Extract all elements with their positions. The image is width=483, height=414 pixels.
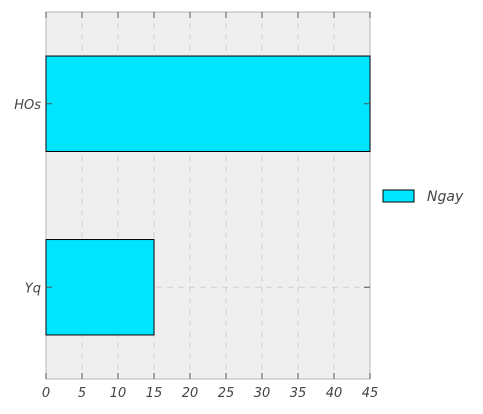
x-tick-label: 25 xyxy=(218,386,235,401)
bar xyxy=(45,239,155,336)
category-label: HOs xyxy=(14,98,41,113)
x-tick-label: 20 xyxy=(182,386,199,401)
legend-label-ngay: Ngay xyxy=(427,189,464,205)
x-tick-label: 35 xyxy=(290,386,307,401)
legend-swatch xyxy=(382,189,415,203)
legend: Ngay xyxy=(382,189,464,205)
x-tick-label: 0 xyxy=(42,386,50,401)
x-tick-label: 40 xyxy=(326,386,343,401)
x-tick-label: 15 xyxy=(146,386,163,401)
bar xyxy=(45,55,371,152)
x-tick-label: 30 xyxy=(254,386,271,401)
x-tick-label: 10 xyxy=(110,386,127,401)
y-axis-ticks: HOs Yq xyxy=(14,98,370,296)
x-tick-label: 5 xyxy=(78,386,86,401)
category-label: Yq xyxy=(25,281,41,296)
x-tick-label: 45 xyxy=(362,386,379,401)
x-axis-ticks: 0 5 10 15 20 25 30 35 40 45 xyxy=(42,12,378,401)
